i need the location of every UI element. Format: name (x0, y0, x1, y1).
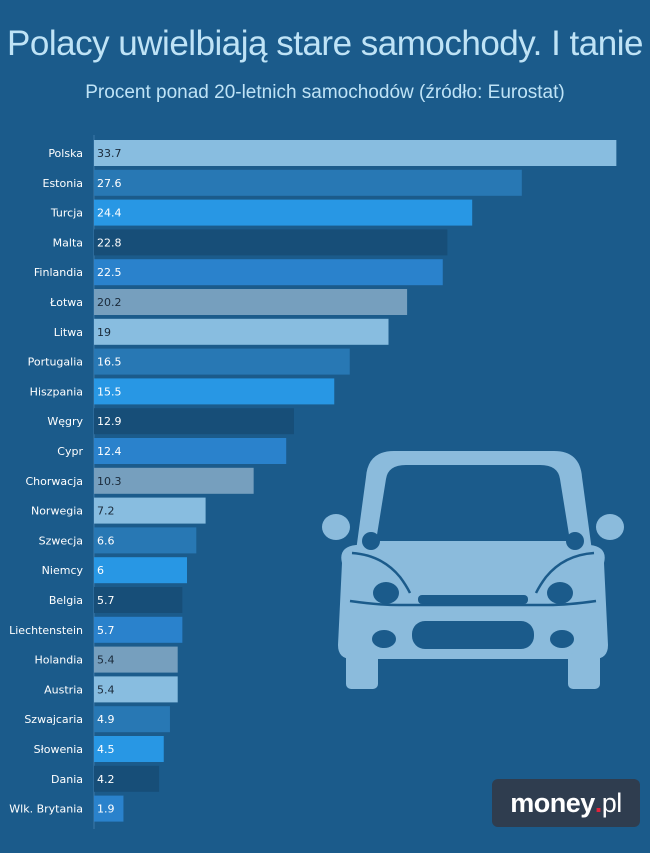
category-label: Austria (44, 683, 83, 696)
category-label: Łotwa (49, 296, 83, 309)
category-label: Chorwacja (26, 475, 84, 488)
brand-tld: pl (601, 787, 623, 818)
value-label: 10.3 (97, 475, 122, 488)
value-label: 5.4 (97, 683, 115, 696)
category-label: Holandia (34, 654, 83, 667)
bar (94, 289, 408, 315)
brand-name: money (510, 787, 595, 818)
value-label: 7.2 (97, 505, 115, 518)
category-label: Dania (51, 773, 83, 786)
value-label: 24.4 (97, 207, 122, 220)
value-label: 19 (97, 326, 111, 339)
bar (94, 706, 170, 733)
chart-title: Polacy uwielbiają stare samochody. I tan… (7, 24, 643, 63)
value-label: 6 (97, 564, 104, 577)
bar (94, 467, 254, 494)
value-label: 6.6 (97, 534, 115, 547)
bar (94, 646, 178, 673)
category-label: Norwegia (31, 505, 83, 518)
value-label: 12.4 (97, 445, 122, 458)
bar (94, 557, 187, 584)
value-label: 20.2 (97, 296, 122, 309)
category-label: Malta (53, 236, 83, 249)
category-label: Belgia (49, 594, 83, 607)
value-label: 15.5 (97, 385, 122, 398)
category-label: Szwecja (39, 534, 83, 547)
category-label: Portugalia (28, 356, 83, 369)
bar (94, 587, 183, 613)
brand-logo: money. pl (492, 779, 640, 827)
category-label: Hiszpania (30, 385, 83, 398)
category-label: Polska (48, 147, 83, 160)
category-label: Cypr (57, 445, 83, 458)
bar (94, 616, 183, 643)
value-label: 5.7 (97, 594, 115, 607)
value-label: 16.5 (97, 356, 122, 369)
value-label: 22.8 (97, 236, 122, 249)
value-label: 5.7 (97, 624, 115, 637)
category-label: Wlk. Brytania (9, 803, 83, 816)
category-label: Estonia (43, 177, 84, 190)
bars-layer: Polska 33.7 Estonia 27.6 Turcja 24.4 Malta 22.8… (9, 140, 617, 822)
value-label: 27.6 (97, 177, 122, 190)
value-label: 12.9 (97, 415, 122, 428)
bar (94, 795, 124, 822)
category-label: Litwa (54, 326, 83, 339)
value-label: 4.2 (97, 773, 115, 786)
category-label: Finlandia (34, 266, 83, 279)
value-label: 22.5 (97, 266, 122, 279)
bar (94, 140, 617, 166)
category-label: Niemcy (42, 564, 84, 577)
category-label: Słowenia (34, 743, 83, 756)
bar (94, 348, 350, 375)
bar (94, 378, 335, 405)
value-label: 5.4 (97, 654, 115, 667)
value-label: 1.9 (97, 803, 115, 816)
bar (94, 736, 164, 762)
bar (94, 527, 197, 554)
category-label: Szwajcaria (24, 713, 83, 726)
value-label: 33.7 (97, 147, 122, 160)
category-label: Węgry (47, 415, 83, 428)
bar (94, 229, 448, 256)
category-label: Turcja (50, 207, 83, 220)
value-label: 4.5 (97, 743, 115, 756)
category-label: Liechtenstein (9, 624, 83, 637)
bar (94, 169, 522, 196)
bar (94, 676, 178, 703)
bar (94, 497, 206, 524)
bar (94, 765, 160, 792)
bar (94, 199, 473, 226)
bar (94, 438, 287, 464)
car-front-icon (322, 451, 624, 689)
value-label: 4.9 (97, 713, 115, 726)
bar (94, 408, 294, 435)
chart-subtitle: Procent ponad 20-letnich samochodów (źró… (85, 82, 565, 103)
brand-dot: . (594, 787, 603, 818)
bar (94, 259, 443, 286)
bar (94, 318, 389, 345)
